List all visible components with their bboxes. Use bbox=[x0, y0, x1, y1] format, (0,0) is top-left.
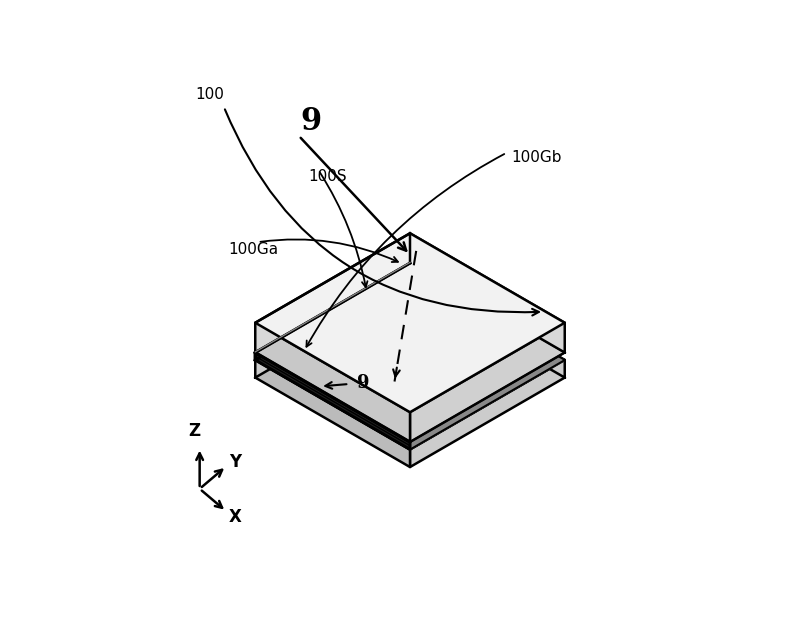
Polygon shape bbox=[410, 233, 565, 352]
Polygon shape bbox=[255, 323, 410, 442]
Polygon shape bbox=[366, 355, 398, 373]
Polygon shape bbox=[255, 360, 410, 467]
Text: 100Ga: 100Ga bbox=[229, 242, 278, 257]
Polygon shape bbox=[410, 360, 565, 467]
Text: Z: Z bbox=[188, 423, 200, 440]
Polygon shape bbox=[255, 271, 410, 377]
Text: 100Gb: 100Gb bbox=[511, 150, 562, 165]
Polygon shape bbox=[255, 263, 410, 360]
Text: 9: 9 bbox=[300, 106, 322, 137]
Polygon shape bbox=[255, 352, 410, 450]
Text: Y: Y bbox=[229, 453, 241, 472]
Polygon shape bbox=[410, 323, 565, 442]
Polygon shape bbox=[255, 233, 565, 412]
Text: X: X bbox=[229, 508, 242, 526]
Polygon shape bbox=[255, 271, 565, 450]
Polygon shape bbox=[255, 233, 410, 352]
Polygon shape bbox=[255, 271, 565, 450]
Text: 9: 9 bbox=[357, 374, 369, 391]
Polygon shape bbox=[359, 348, 379, 362]
Polygon shape bbox=[255, 263, 565, 442]
Text: 100S: 100S bbox=[309, 170, 347, 185]
Text: 100: 100 bbox=[195, 87, 224, 102]
Polygon shape bbox=[410, 271, 565, 377]
Polygon shape bbox=[359, 351, 402, 376]
